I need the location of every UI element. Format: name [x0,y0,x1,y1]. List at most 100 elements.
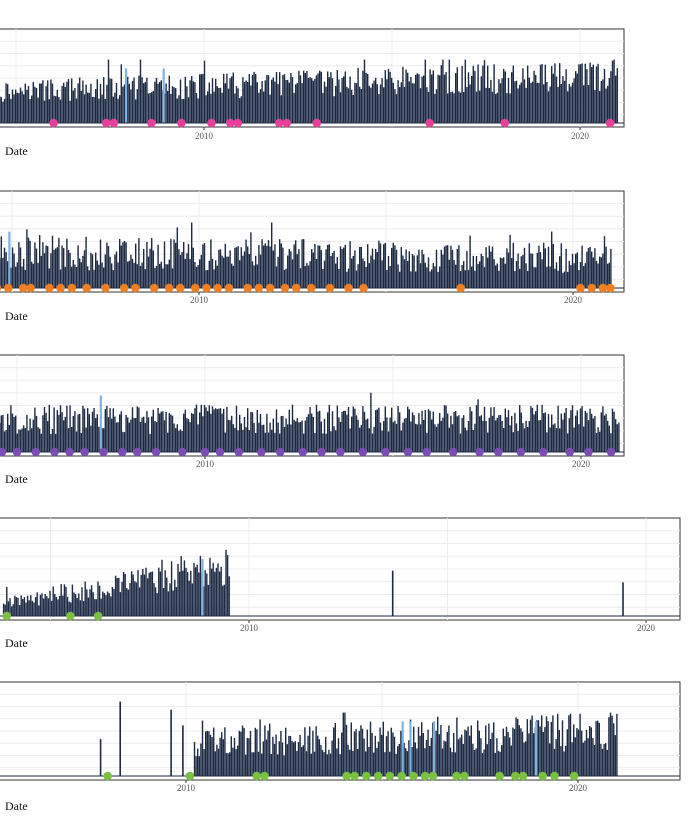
data-bar [506,248,508,288]
data-bar [605,413,607,452]
data-bar [34,407,36,452]
data-bar [0,415,2,452]
data-bar [8,94,10,123]
data-bar [115,251,118,288]
data-bar [319,410,321,452]
data-bar [463,415,465,452]
data-bar [336,257,338,288]
data-bar [87,266,89,288]
data-bar [616,68,618,123]
data-bar [437,716,439,776]
data-bar [31,95,33,123]
data-bar [311,413,313,452]
data-bar [35,248,38,288]
data-bar [352,750,354,776]
data-bar [130,89,132,123]
data-bar [570,265,572,288]
data-bar [10,267,12,288]
data-bar [303,70,305,123]
data-bar [271,79,273,123]
data-bar [250,232,252,288]
data-bar [354,250,356,288]
data-bar [202,244,204,288]
data-bar [189,422,191,452]
data-bar [385,736,388,776]
data-bar [133,262,135,288]
data-bar [477,720,479,776]
data-bar [539,726,541,776]
data-bar [509,234,511,288]
data-bar [383,244,385,288]
data-bar [325,86,327,123]
data-bar [344,244,346,288]
data-bar [600,257,602,288]
data-bar [186,572,189,616]
data-bar [299,422,302,452]
data-bar [520,82,522,123]
event-marker [539,447,548,457]
data-bar [330,256,332,288]
data-bar [455,410,457,452]
data-bar [314,244,316,288]
data-bar [253,265,255,288]
data-bar [98,426,100,452]
data-bar [90,425,92,452]
data-bar [503,428,505,452]
data-bar [185,567,187,616]
data-bar [194,567,197,616]
data-bar [60,584,62,616]
data-bar [48,99,50,123]
data-bar [199,74,201,123]
data-bar [128,422,130,452]
data-bar [341,249,343,288]
event-marker [12,447,22,457]
data-bar [349,428,351,452]
data-bar [120,411,122,452]
data-bar [538,420,540,452]
event-marker [576,283,585,293]
data-bar [547,414,550,452]
data-bar [346,414,348,452]
data-bar [103,428,105,452]
data-bar [280,95,282,123]
data-bar [486,744,488,776]
data-bar [421,722,423,776]
data-bar [269,246,271,288]
data-bar [395,423,398,452]
data-bar [341,732,343,776]
data-bar [50,433,52,452]
data-bar [66,405,68,452]
data-bar [51,429,54,452]
data-bar [424,410,426,452]
data-bar [143,83,145,123]
data-bar [378,240,380,288]
data-bar [347,407,350,452]
data-bar [61,412,63,452]
data-bar [539,64,542,123]
data-bar [536,252,538,288]
data-bar [263,424,265,452]
data-bar [277,754,279,776]
data-bar [544,248,546,288]
data-bar [584,410,586,452]
data-bar [517,719,519,776]
data-bar [429,69,431,123]
data-bar [352,256,354,288]
data-bar [283,269,286,288]
bar-series [0,222,612,288]
data-bar [259,89,262,123]
data-bar [26,229,28,288]
data-bar [224,432,226,452]
data-bar [322,92,324,123]
data-bar [98,264,100,288]
data-bar [92,592,94,616]
data-bar [74,411,76,452]
data-bar [461,734,463,776]
data-bar [435,249,438,288]
data-bar [451,752,453,776]
data-bar [375,410,377,452]
data-bar [565,745,567,776]
data-bar [315,259,318,288]
data-bar [10,98,12,123]
data-bar [221,732,223,776]
